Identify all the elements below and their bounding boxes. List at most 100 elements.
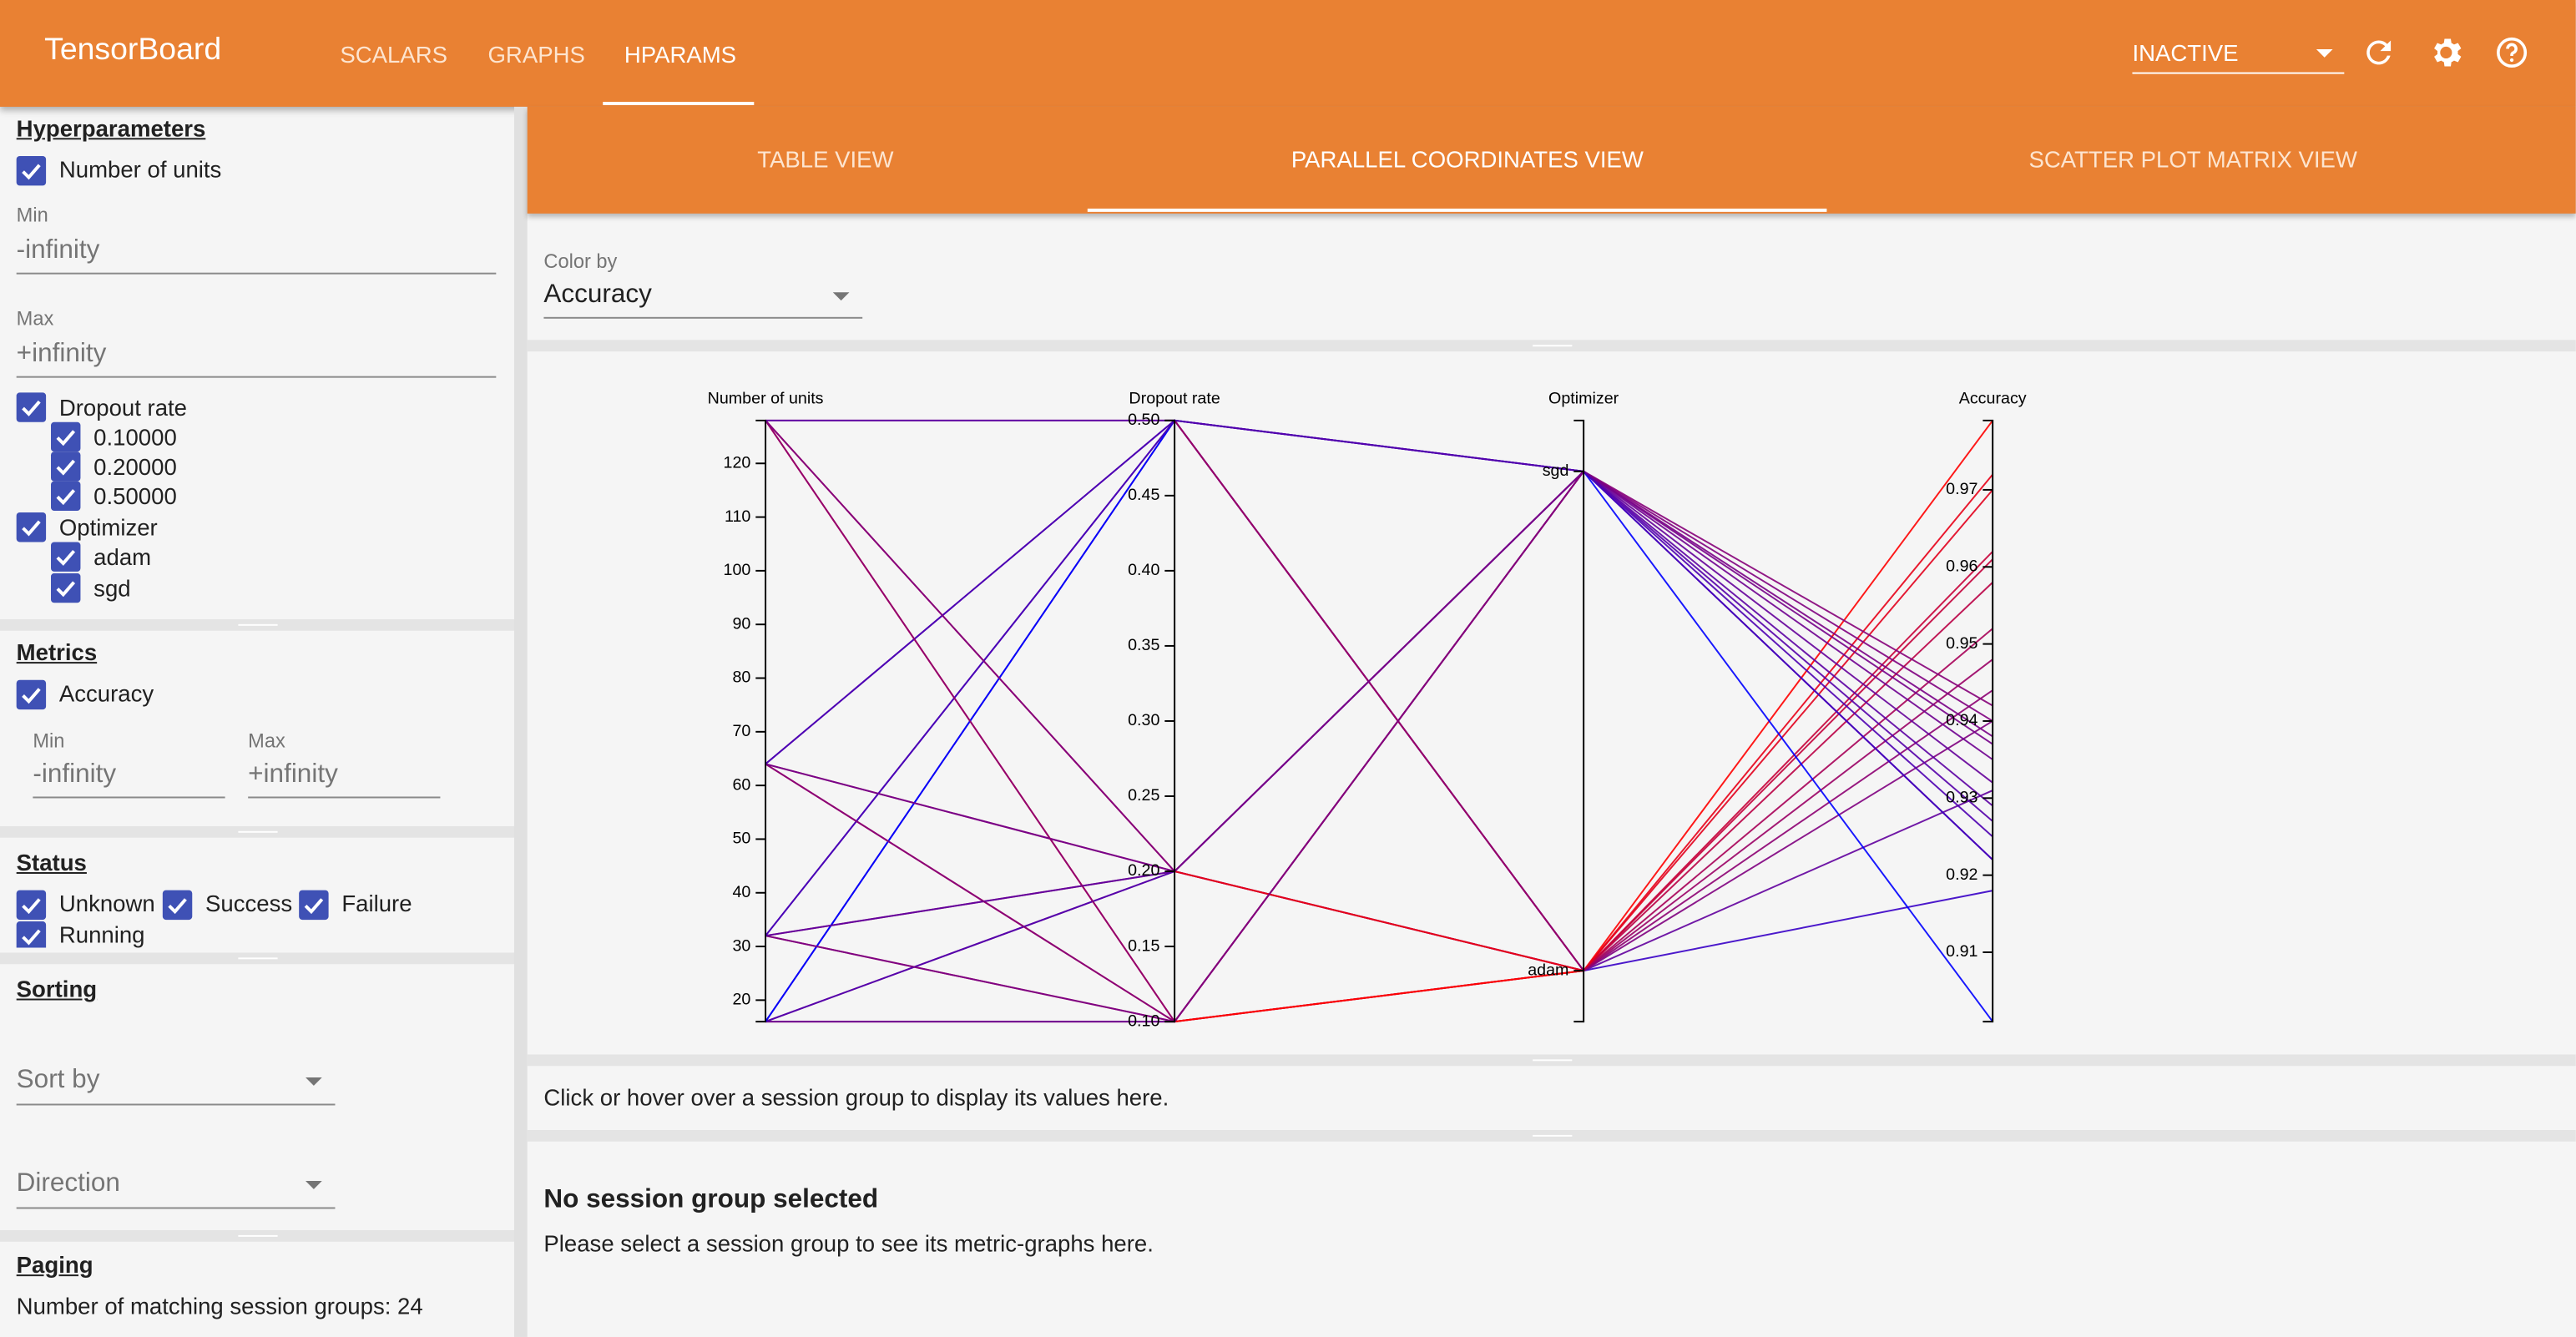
refresh-button[interactable]: [2361, 34, 2397, 70]
tick-label: 80: [732, 668, 750, 687]
checkbox[interactable]: [51, 481, 81, 512]
parallel-coordinates-chart: Number of units 20 30 40 50 60 70 80 90 100 110 120…: [708, 389, 2027, 1030]
paging-count: Number of matching session groups: 24: [16, 1292, 423, 1319]
check-icon: [22, 520, 41, 537]
session-line: [765, 489, 1993, 1023]
select-underline: [16, 1103, 336, 1106]
checkbox[interactable]: [51, 542, 81, 572]
select-underline: [2132, 72, 2345, 74]
checkbox[interactable]: [299, 890, 329, 921]
session-line: [765, 419, 1993, 860]
tick-label: 0.95: [1946, 634, 1977, 653]
checkbox-label: Optimizer: [58, 513, 158, 541]
settings-button[interactable]: [2427, 33, 2466, 72]
checkbox[interactable]: [51, 573, 81, 603]
section-title: Metrics: [16, 638, 98, 666]
check-icon: [22, 164, 41, 180]
input-underline: [248, 796, 441, 799]
check-icon: [56, 430, 76, 447]
field-label: Min: [16, 204, 48, 227]
check-icon: [22, 688, 41, 704]
nav-tab[interactable]: SCALARS: [340, 41, 448, 68]
checkbox[interactable]: [16, 890, 47, 921]
tab-indicator: [603, 102, 755, 105]
tick-label: 60: [732, 775, 750, 794]
checkbox-label: Unknown: [58, 890, 155, 917]
checkbox[interactable]: [16, 392, 47, 422]
session-line: [765, 419, 1993, 822]
nav-tab[interactable]: HPARAMS: [624, 41, 737, 68]
field-label: Min: [33, 729, 65, 753]
selection-message: Please select a session group to see its…: [543, 1230, 1154, 1257]
tick-label: 0.20: [1128, 861, 1159, 880]
checkbox-label: Dropout rate: [58, 394, 188, 421]
nav-tab[interactable]: GRAPHS: [487, 41, 585, 68]
sidebar-divider: [513, 106, 528, 1337]
section-separator: [0, 825, 514, 838]
select-underline: [543, 316, 863, 319]
checkbox-label: Accuracy: [58, 679, 154, 707]
tick-label: 0.93: [1946, 788, 1977, 806]
axis-label: Optimizer: [1548, 389, 1619, 407]
axis: Dropout rate 0.10 0.15 0.20 0.25 0.30 0.35 0.40…: [1128, 389, 1220, 1030]
checkbox[interactable]: [51, 452, 81, 482]
tick-label: 20: [732, 991, 750, 1009]
app-title: TensorBoard: [44, 33, 222, 68]
input-underline: [16, 272, 497, 275]
checkbox-label: 0.20000: [93, 453, 177, 480]
view-tab[interactable]: SCATTER PLOT MATRIX VIEW: [2028, 146, 2357, 173]
checkbox[interactable]: [16, 921, 47, 948]
section-title: Paging: [16, 1251, 93, 1279]
sort-select[interactable]: Sort by: [16, 1066, 100, 1094]
axis-label: Number of units: [708, 389, 824, 407]
section-separator: [527, 340, 2576, 352]
field-label: Max: [16, 307, 54, 330]
input-underline: [16, 376, 497, 378]
axis-line: [755, 419, 767, 1023]
tick-label: 30: [732, 936, 750, 955]
section-title: Sorting: [16, 975, 98, 1002]
session-lines: [765, 419, 1993, 1023]
color-by-select[interactable]: Accuracy: [543, 280, 652, 309]
check-icon: [22, 898, 41, 915]
tick-label: 0.35: [1128, 636, 1159, 654]
checkbox-label: Success: [205, 890, 293, 917]
run-select[interactable]: INACTIVE: [2132, 39, 2239, 66]
direction-select[interactable]: Direction: [16, 1169, 120, 1198]
section-separator: [527, 1129, 2576, 1142]
axis: Optimizer adam sgd: [1528, 389, 1619, 1023]
tick-label: 110: [725, 507, 750, 526]
top-bar: [0, 0, 2576, 107]
check-icon: [56, 581, 76, 598]
checkbox[interactable]: [16, 679, 47, 710]
help-button[interactable]: [2493, 34, 2529, 70]
session-line: [765, 419, 1993, 1022]
tick-label: 0.94: [1946, 711, 1977, 729]
checkbox-label: 0.10000: [93, 423, 177, 451]
hover-hint: Click or hover over a session group to d…: [543, 1083, 1169, 1111]
tick-label: 0.15: [1128, 936, 1159, 955]
checkbox[interactable]: [16, 512, 47, 542]
max-input[interactable]: +infinity: [16, 340, 107, 368]
view-tab[interactable]: TABLE VIEW: [757, 146, 894, 173]
axis-line: [1573, 419, 1585, 1023]
check-icon: [56, 549, 76, 566]
dropdown-arrow: [306, 1180, 322, 1189]
view-tab[interactable]: PARALLEL COORDINATES VIEW: [1291, 146, 1644, 173]
max-input[interactable]: +infinity: [248, 760, 338, 789]
checkbox[interactable]: [162, 890, 193, 921]
tick-label: 0.92: [1946, 865, 1977, 884]
section-separator: [0, 1230, 514, 1242]
section-separator: [0, 618, 514, 631]
section-separator: [527, 1054, 2576, 1067]
min-input[interactable]: -infinity: [16, 236, 100, 265]
checkbox[interactable]: [51, 421, 81, 452]
min-input[interactable]: -infinity: [33, 760, 117, 789]
session-line: [765, 419, 1993, 1022]
tick-label: 0.30: [1128, 711, 1159, 729]
checkbox[interactable]: [16, 155, 47, 186]
session-line: [765, 420, 1993, 873]
axis-label: Accuracy: [1959, 389, 2027, 407]
